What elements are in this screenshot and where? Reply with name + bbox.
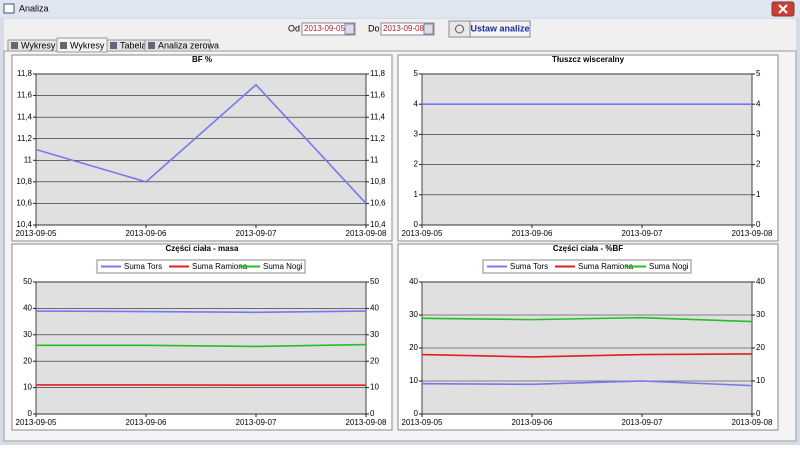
y-tick-label: 10,8 [16, 177, 32, 186]
from-dropdown[interactable] [345, 24, 354, 34]
tab-icon [60, 42, 67, 49]
y-tick-label: 11,2 [17, 134, 33, 143]
y2-tick-label: 30 [370, 330, 379, 339]
x-tick-label: 2013-09-06 [126, 418, 167, 427]
y2-tick-label: 40 [756, 277, 765, 286]
y2-tick-label: 20 [756, 343, 765, 352]
y-tick-label: 30 [409, 310, 418, 319]
y2-tick-label: 10 [756, 376, 765, 385]
y-tick-label: 11 [24, 155, 33, 164]
to-date-text: 2013-09-08 [383, 24, 424, 33]
y-tick-label: 40 [23, 304, 32, 313]
legend-label: Suma Tors [510, 262, 548, 271]
x-tick-label: 2013-09-05 [16, 229, 57, 238]
refresh-button[interactable] [449, 21, 470, 37]
y2-tick-label: 0 [756, 409, 761, 418]
tab-label: Wykresy I [21, 40, 60, 50]
x-tick-label: 2013-09-06 [512, 418, 553, 427]
y2-tick-label: 0 [756, 220, 761, 229]
y-tick-label: 1 [414, 190, 419, 199]
to-label: Do [368, 23, 380, 33]
y-tick-label: 11,6 [17, 91, 33, 100]
y2-tick-label: 10,8 [370, 177, 386, 186]
window-icon [4, 4, 14, 13]
y2-tick-label: 2 [756, 160, 761, 169]
from-label: Od [288, 23, 300, 33]
x-tick-label: 2013-09-08 [346, 418, 387, 427]
y2-tick-label: 5 [756, 69, 761, 78]
y-tick-label: 10,4 [16, 220, 32, 229]
tab-icon [11, 42, 18, 49]
legend-label: Suma Ramiona [192, 262, 248, 271]
y-tick-label: 20 [23, 356, 32, 365]
y2-tick-label: 40 [370, 304, 379, 313]
chart-title: Tłuszcz wisceralny [552, 55, 625, 64]
chart-title: Części ciała - %BF [553, 244, 623, 253]
y2-tick-label: 20 [370, 356, 379, 365]
title-bar [0, 0, 800, 18]
x-tick-label: 2013-09-05 [402, 418, 443, 427]
apply-button-text: Ustaw analize [470, 23, 529, 33]
from-date-text: 2013-09-05 [304, 24, 345, 33]
x-tick-label: 2013-09-05 [402, 229, 443, 238]
y-tick-label: 3 [414, 130, 419, 139]
y-tick-label: 5 [414, 69, 419, 78]
x-tick-label: 2013-09-07 [622, 229, 663, 238]
tab-icon [110, 42, 117, 49]
chart-title: BF % [192, 55, 212, 64]
x-tick-label: 2013-09-07 [622, 418, 663, 427]
y2-tick-label: 0 [370, 409, 375, 418]
y2-tick-label: 11 [370, 155, 379, 164]
y2-tick-label: 11,6 [370, 91, 386, 100]
y2-tick-label: 50 [370, 277, 379, 286]
y-tick-label: 11,8 [17, 69, 33, 78]
chart-title: Części ciała - masa [166, 244, 239, 253]
y2-tick-label: 30 [756, 310, 765, 319]
x-tick-label: 2013-09-08 [346, 229, 387, 238]
y-tick-label: 10 [409, 376, 418, 385]
y-tick-label: 4 [414, 99, 419, 108]
y-tick-label: 10 [23, 383, 32, 392]
y-tick-label: 20 [409, 343, 418, 352]
plot-area [422, 74, 752, 225]
y2-tick-label: 11,4 [370, 112, 386, 121]
y-tick-label: 0 [414, 409, 419, 418]
y-tick-label: 0 [28, 409, 33, 418]
tab-icon [148, 42, 155, 49]
y2-tick-label: 10,6 [370, 199, 386, 208]
y2-tick-label: 1 [756, 190, 761, 199]
x-tick-label: 2013-09-08 [732, 229, 773, 238]
y-tick-label: 40 [409, 277, 418, 286]
tab-label: Wykresy II [70, 40, 112, 50]
legend-label: Suma Nogi [263, 262, 303, 271]
y-tick-label: 0 [414, 220, 419, 229]
y2-tick-label: 11,2 [370, 134, 386, 143]
y-tick-label: 50 [23, 277, 32, 286]
y-tick-label: 2 [414, 160, 419, 169]
x-tick-label: 2013-09-07 [236, 229, 277, 238]
x-tick-label: 2013-09-06 [126, 229, 167, 238]
tab-label: Tabela [120, 40, 147, 50]
tab-label: Analiza zerowa [158, 40, 219, 50]
y2-tick-label: 3 [756, 130, 761, 139]
window-title: Analiza [19, 3, 49, 13]
y2-tick-label: 4 [756, 99, 761, 108]
x-tick-label: 2013-09-07 [236, 418, 277, 427]
y-tick-label: 11,4 [17, 112, 33, 121]
y-tick-label: 10,6 [16, 199, 32, 208]
x-tick-label: 2013-09-06 [512, 229, 553, 238]
x-tick-label: 2013-09-05 [16, 418, 57, 427]
x-tick-label: 2013-09-08 [732, 418, 773, 427]
legend-label: Suma Ramiona [578, 262, 634, 271]
y2-tick-label: 11,8 [370, 69, 386, 78]
legend-label: Suma Tors [124, 262, 162, 271]
y2-tick-label: 10 [370, 383, 379, 392]
plot-area [36, 282, 366, 414]
to-dropdown[interactable] [424, 24, 433, 34]
y2-tick-label: 10,4 [370, 220, 386, 229]
legend-label: Suma Nogi [649, 262, 689, 271]
y-tick-label: 30 [23, 330, 32, 339]
